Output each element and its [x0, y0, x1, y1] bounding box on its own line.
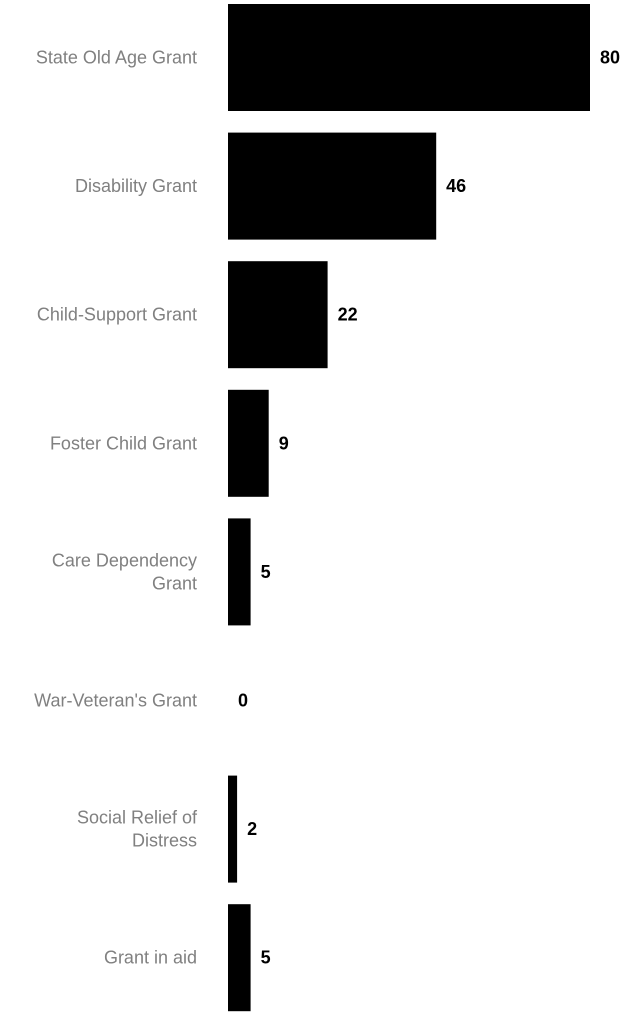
category-label: Care Dependency Grant [52, 550, 197, 593]
category-label-line: War-Veteran's Grant [34, 691, 197, 711]
category-label-line: Disability Grant [75, 176, 197, 196]
category-label: Grant in aid [104, 948, 197, 968]
labels-layer: State Old Age Grant 80 Disability Grant 46 C… [34, 48, 620, 968]
category-label: Child-Support Grant [37, 305, 197, 325]
value-label: 5 [261, 948, 271, 968]
category-label: Social Relief of Distress [77, 808, 198, 851]
value-label: 22 [338, 305, 358, 325]
category-label: War-Veteran's Grant [34, 691, 197, 711]
value-label: 9 [279, 433, 289, 453]
bar [228, 4, 590, 111]
value-label: 0 [238, 691, 248, 711]
category-label-line: Child-Support Grant [37, 305, 197, 325]
category-label: State Old Age Grant [36, 48, 197, 68]
category-label-line: State Old Age Grant [36, 48, 197, 68]
bar [228, 261, 328, 369]
category-label-line: Grant [152, 573, 197, 593]
category-label-line: Distress [132, 831, 197, 851]
category-label-line: Grant in aid [104, 948, 197, 968]
bar [228, 389, 269, 497]
category-label: Disability Grant [75, 176, 197, 196]
category-label: Foster Child Grant [50, 433, 197, 453]
bar [228, 904, 251, 1012]
value-label: 2 [247, 819, 257, 839]
bar [228, 775, 238, 883]
bars-layer [228, 4, 590, 1012]
value-label: 80 [600, 48, 620, 68]
category-label-line: Social Relief of [77, 808, 198, 828]
bar [228, 132, 437, 240]
value-label: 5 [261, 562, 271, 582]
category-label-line: Care Dependency [52, 550, 197, 570]
category-label-line: Foster Child Grant [50, 433, 197, 453]
bar [228, 518, 251, 626]
value-label: 46 [446, 176, 466, 196]
